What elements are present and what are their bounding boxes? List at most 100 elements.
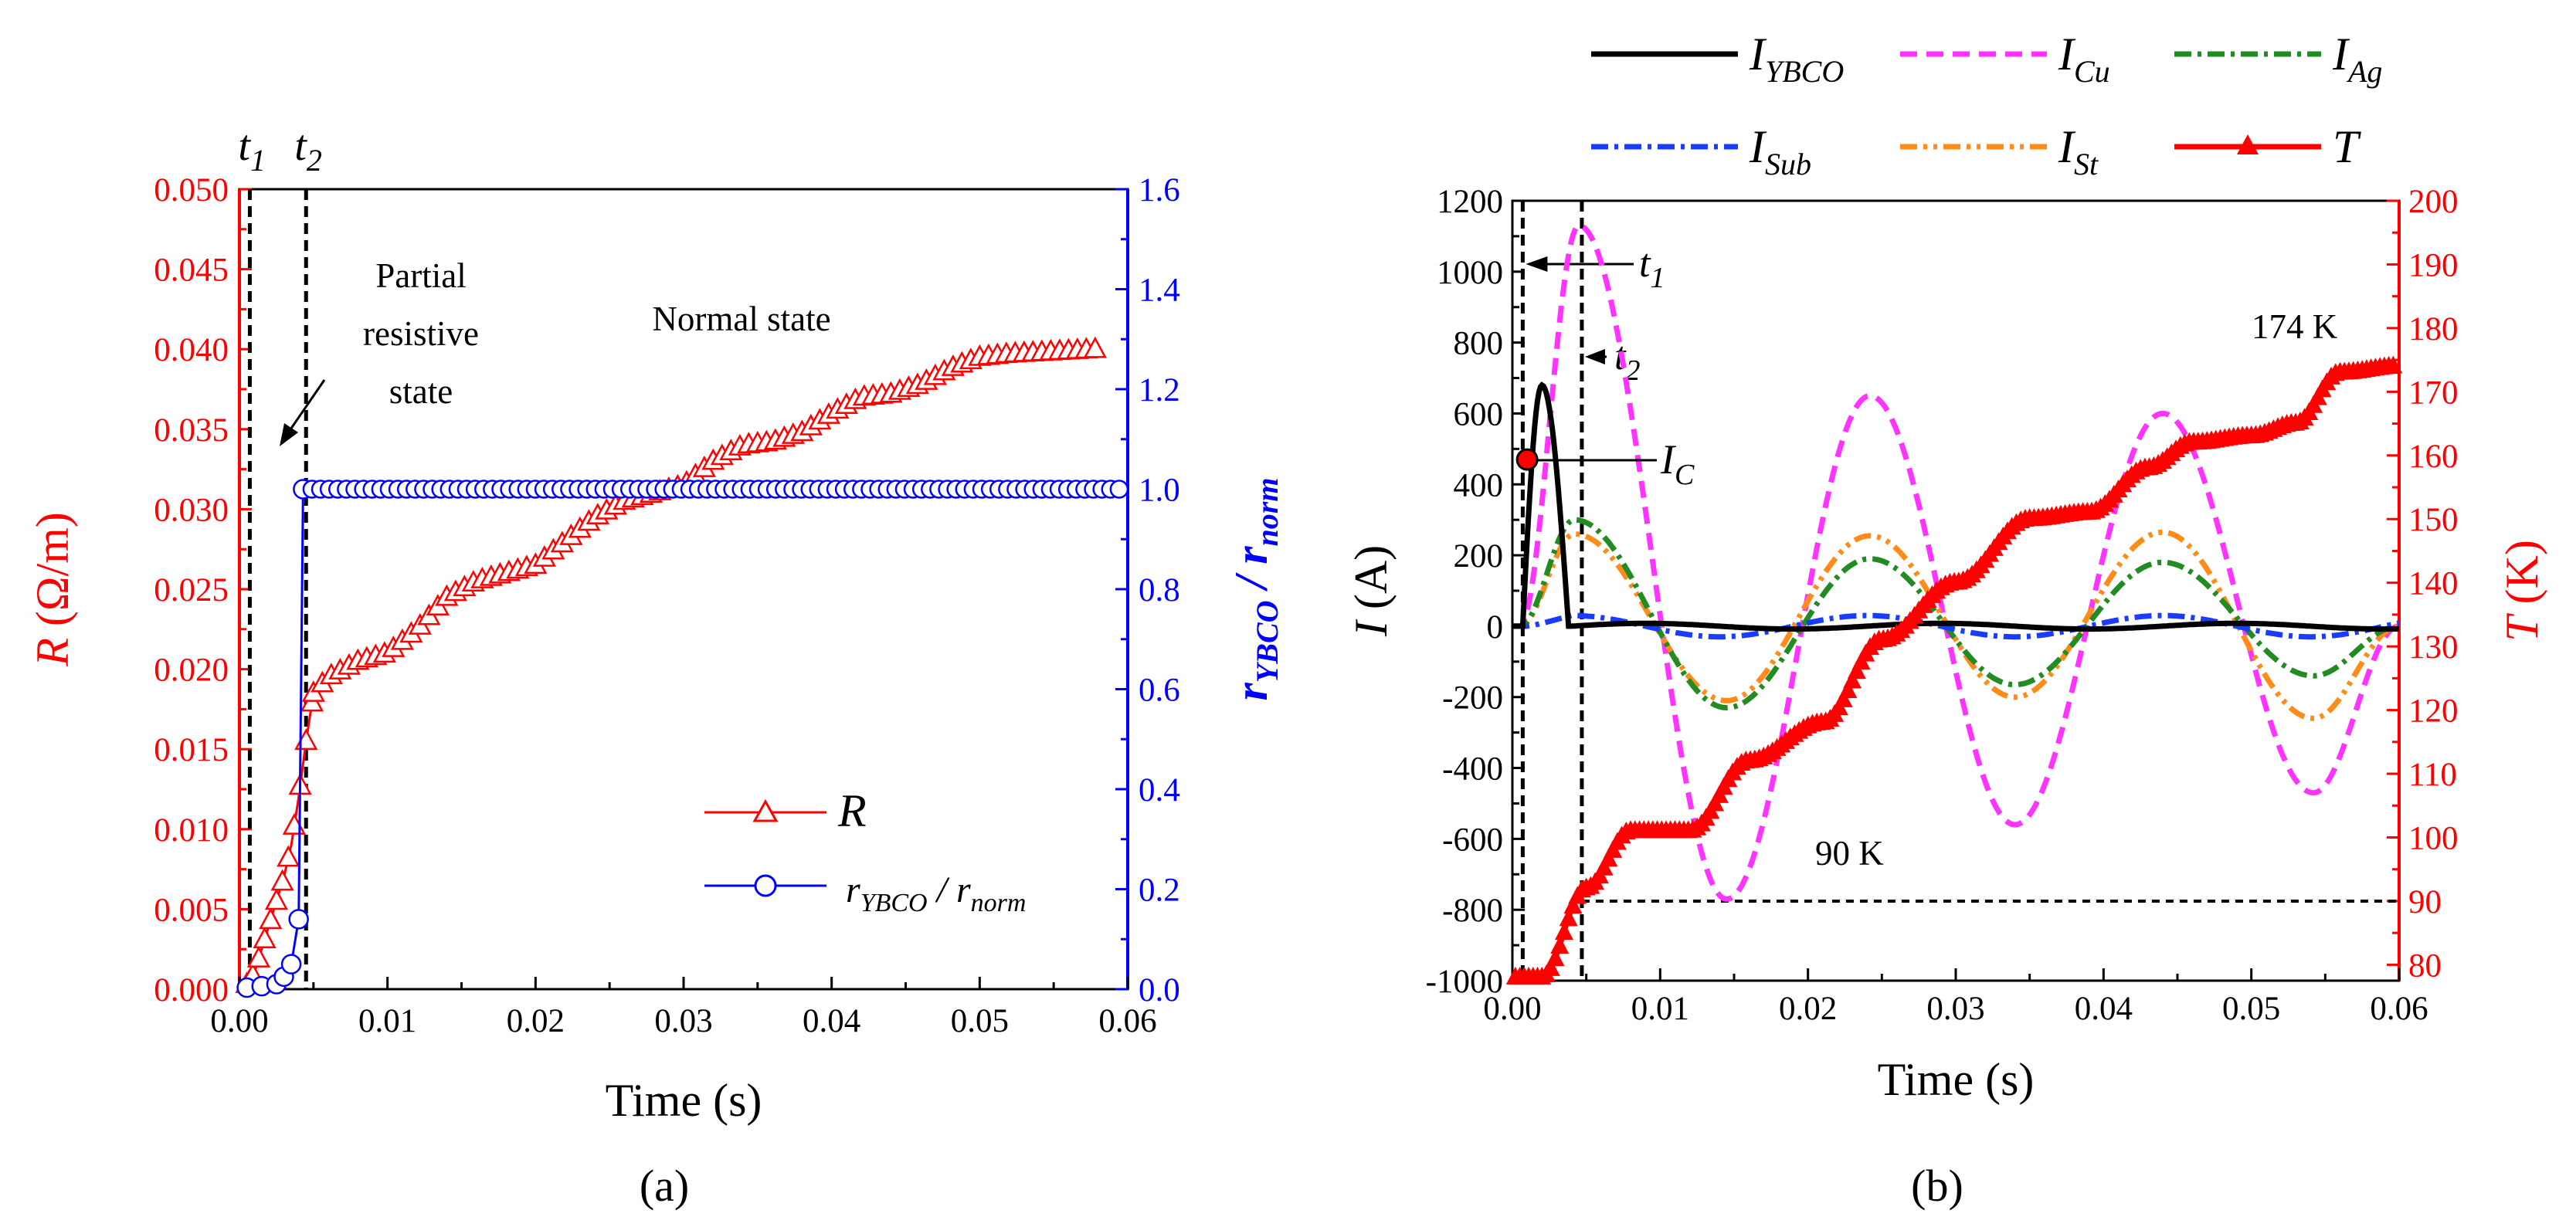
y-right-tick-label-b: 120 [2408,693,2459,730]
y-left-tick-label-b: 800 [1454,326,1504,362]
t1-label-b: t1 [1639,242,1665,294]
y-left-tick-label-b: -600 [1442,822,1503,858]
y-right-tick-label-b: 110 [2408,757,2457,793]
y-right-tick-label-a: 0.2 [1139,873,1180,909]
legend-marker-t [2237,134,2259,154]
i-ag-series [1512,517,2400,711]
ratio-marker [1109,480,1129,499]
y-left-tick-label-a: 0.020 [154,652,229,689]
panel-b: 0.00 0.01 0.02 0.03 0.04 0.05 0.06 -1000 -800 -60… [1346,29,2547,1211]
t-marker [1559,908,1578,927]
y-left-tick-label-b: 400 [1454,467,1504,503]
annotation-partial-line2: resistive [363,314,479,353]
i-ybco-series [1512,381,2399,632]
t-marker [1843,670,1862,689]
panel-a-ylabel-left: R (Ω/m) [27,512,78,667]
y-left-tick-label-b: 1200 [1437,184,1503,220]
y-left-tick-label-b: -400 [1442,751,1503,788]
y-left-tick-label-b: -200 [1442,680,1503,717]
x-tick-label-b: 0.04 [2075,991,2133,1027]
legend-r-marker [752,798,779,822]
y-left-tick-label-b: -1000 [1426,964,1503,1000]
t-marker [1550,935,1570,954]
y-left-tick-label-a: 0.045 [154,253,229,289]
r-marker [253,927,277,949]
y-right-tick-label-a: 0.6 [1139,673,1180,709]
x-tick-label-a: 0.02 [507,1003,565,1039]
r-marker [246,946,271,968]
y-right-tick-label-a: 0.8 [1139,572,1180,608]
legend-label-t: T [2333,121,2361,172]
x-tick-label-b: 0.06 [2370,991,2428,1027]
panel-b-ylabel-left: I (A) [1346,545,1397,637]
x-tick-label-a: 0.00 [210,1003,268,1039]
annotation-partial-line3: state [389,372,453,411]
y-left-tick-label-a: 0.035 [154,412,229,449]
t2-arrowhead-b [1584,349,1605,364]
panel-a-xlabel: Time (s) [606,1075,762,1126]
y-left-tick-label-a: 0.050 [154,172,229,208]
x-tick-label-a: 0.04 [803,1003,860,1039]
ic-marker [1515,448,1539,471]
legend-r-label: R [837,785,867,836]
y-left-tick-label-a: 0.005 [154,892,229,928]
x-tick-label-a: 0.06 [1098,1003,1156,1039]
x-tick-label-b: 0.02 [1779,991,1837,1027]
legend-label-cu: ICu [2058,29,2110,89]
annotation-174k: 174 K [2252,307,2338,346]
y-left-tick-label-a: 0.015 [154,732,229,768]
t-marker [1563,896,1583,914]
panel-a: 0.00 0.01 0.02 0.03 0.04 0.05 0.06 0.000 0.005 0.… [27,122,1285,1211]
y-right-tick-label-a: 1.0 [1139,473,1180,509]
t1-arrowhead-b [1526,256,1548,272]
y-right-tick-label-a: 0.0 [1139,972,1180,1008]
panel-b-label: (b) [1911,1161,1963,1211]
r-marker [264,888,289,910]
y-left-tick-label-a: 0.000 [154,972,229,1008]
x-tick-label-b: 0.05 [2222,991,2280,1027]
x-tick-label-a: 0.03 [654,1003,712,1039]
t-marker [1834,689,1853,707]
y-right-tick-label-b: 140 [2408,566,2459,602]
y-right-tick-label-b: 180 [2408,311,2459,347]
y-right-tick-label-a: 1.2 [1139,372,1180,408]
ratio-marker [288,909,309,930]
y-left-tick-label-b: 1000 [1437,255,1503,291]
annotation-partial-arrow [286,379,326,435]
ratio-marker [280,954,302,974]
r-marker [277,845,300,867]
legend-label-st: ISt [2058,121,2099,181]
t-marker [1541,958,1560,976]
y-right-tick-label-a: 1.4 [1139,273,1180,309]
annotation-partial-arrowhead [280,423,298,446]
r-marker [1083,336,1107,358]
y-right-tick-label-b: 130 [2408,629,2459,666]
r-marker [294,728,318,751]
x-tick-label-a: 0.01 [358,1003,416,1039]
y-left-tick-label-a: 0.025 [154,572,229,608]
i-cu-series [1512,222,2400,902]
t1-label-a: t1 [238,122,266,178]
y-left-tick-label-b: -800 [1442,893,1503,929]
annotation-ic: IC [1660,436,1695,491]
y-right-tick-label-b: 200 [2408,184,2459,220]
y-left-tick-label-a: 0.030 [154,492,229,528]
t-marker [2384,355,2403,374]
y-left-tick-label-a: 0.040 [154,332,229,368]
y-left-tick-label-b: 600 [1454,396,1504,432]
y-left-tick-label-b: 200 [1454,538,1504,575]
r-marker [270,869,294,891]
panel-b-legend: IYBCO ICu IAg ISub ISt T [1591,29,2382,181]
t-marker [1847,660,1866,679]
annotation-90k: 90 K [1815,834,1884,873]
t-marker [1554,922,1573,941]
x-tick-label-a: 0.05 [951,1003,1009,1039]
x-tick-label-b: 0.03 [1926,991,1984,1027]
r-marker [282,813,307,835]
y-right-tick-label-b: 90 [2408,884,2442,920]
y-left-tick-label-a: 0.010 [154,812,229,849]
y-right-tick-label-a: 1.6 [1139,172,1180,208]
t2-label-a: t2 [294,122,322,178]
panel-a-legend: R rYBCO / rnorm [704,785,1026,917]
